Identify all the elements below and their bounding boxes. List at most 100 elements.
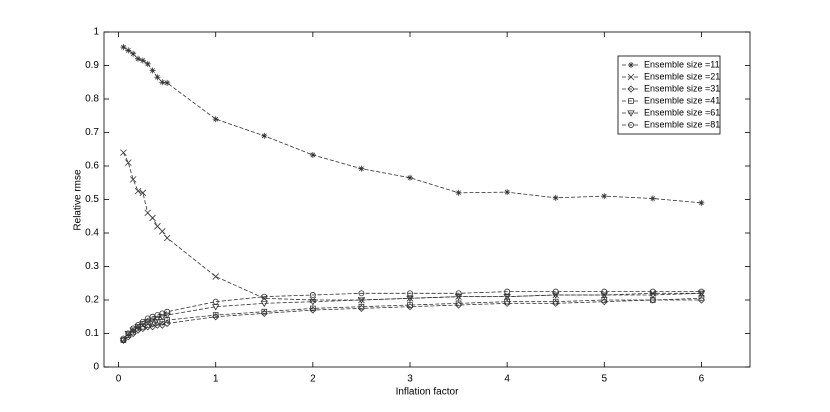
marker	[163, 312, 171, 319]
marker	[650, 297, 656, 303]
marker	[455, 189, 462, 196]
marker	[159, 228, 166, 235]
marker	[455, 300, 462, 307]
y-tick-label: 0	[93, 362, 99, 373]
marker	[125, 47, 132, 54]
marker	[261, 293, 268, 300]
y-tick-label: 0.5	[85, 194, 99, 205]
marker	[260, 300, 268, 308]
marker	[261, 132, 268, 139]
marker	[310, 305, 316, 312]
marker	[600, 292, 608, 299]
x-tick-label: 3	[407, 374, 413, 385]
marker	[627, 85, 635, 93]
marker	[628, 98, 634, 104]
marker	[552, 298, 559, 305]
marker	[552, 288, 559, 295]
series-line	[123, 152, 702, 301]
y-tick-label: 0.6	[85, 161, 99, 172]
marker	[134, 187, 142, 195]
marker	[120, 149, 127, 156]
legend-box	[617, 55, 721, 135]
y-tick-label: 0.3	[85, 261, 99, 272]
marker	[309, 151, 316, 158]
marker	[149, 67, 156, 74]
marker	[358, 303, 365, 310]
marker	[148, 317, 157, 324]
series-line	[123, 46, 702, 204]
marker	[154, 74, 161, 81]
marker	[552, 194, 559, 201]
marker	[649, 195, 656, 202]
legend-label: Ensemble size =11	[644, 59, 720, 69]
marker	[139, 189, 147, 197]
marker	[125, 330, 132, 337]
x-tick-label: 5	[602, 374, 608, 385]
marker	[627, 73, 635, 81]
x-tick-label: 0	[116, 374, 122, 385]
marker	[357, 297, 366, 304]
marker	[153, 315, 162, 323]
y-tick-label: 0.8	[85, 94, 99, 105]
marker	[698, 295, 705, 302]
marker	[124, 331, 132, 338]
marker	[164, 308, 171, 315]
marker	[407, 174, 413, 181]
legend-label: Ensemble size =61	[644, 107, 720, 117]
marker	[164, 317, 170, 323]
marker	[358, 290, 365, 297]
marker	[649, 288, 656, 295]
y-tick-label: 0.1	[85, 328, 99, 339]
marker	[159, 79, 166, 86]
marker	[135, 322, 141, 329]
series-line	[123, 291, 702, 339]
y-tick-label: 1	[93, 27, 99, 38]
marker	[407, 290, 413, 297]
y-tick-label: 0.4	[85, 228, 99, 239]
marker	[212, 273, 219, 280]
marker	[120, 44, 127, 51]
marker	[504, 288, 511, 295]
marker	[158, 314, 166, 321]
y-tick-label: 0.9	[85, 60, 99, 71]
marker	[149, 214, 156, 222]
marker	[212, 312, 219, 318]
marker	[139, 57, 146, 64]
marker	[649, 292, 657, 299]
marker	[163, 234, 171, 242]
marker	[601, 297, 608, 303]
marker	[144, 319, 152, 326]
marker	[601, 288, 608, 295]
y-tick-label: 0.2	[85, 295, 99, 306]
marker	[504, 189, 511, 196]
marker	[159, 318, 166, 325]
marker	[125, 159, 132, 166]
legend-label: Ensemble size =41	[644, 95, 720, 105]
marker	[698, 288, 705, 295]
x-tick-label: 6	[699, 374, 705, 385]
marker	[212, 298, 219, 305]
marker	[358, 165, 365, 172]
marker	[309, 299, 317, 306]
series-line	[123, 299, 702, 341]
x-tick-label: 2	[310, 374, 316, 385]
marker	[309, 292, 316, 298]
y-tick-label: 0.7	[85, 127, 99, 138]
marker	[454, 294, 463, 301]
legend-label: Ensemble size =31	[644, 83, 720, 93]
marker	[552, 292, 560, 299]
marker	[130, 325, 137, 332]
x-tick-label: 1	[213, 374, 219, 385]
legend-label: Ensemble size =81	[644, 119, 720, 129]
marker	[504, 298, 510, 305]
y-axis-label: Relative rmse	[73, 169, 84, 231]
marker	[627, 110, 635, 117]
x-axis-label: Inflation factor	[396, 387, 459, 398]
legend: Ensemble size =11 Ensemble size =21 Ensemb…	[617, 55, 721, 135]
marker	[212, 116, 219, 123]
marker	[130, 50, 137, 57]
marker	[139, 318, 146, 325]
marker	[601, 193, 608, 200]
marker	[698, 199, 705, 206]
